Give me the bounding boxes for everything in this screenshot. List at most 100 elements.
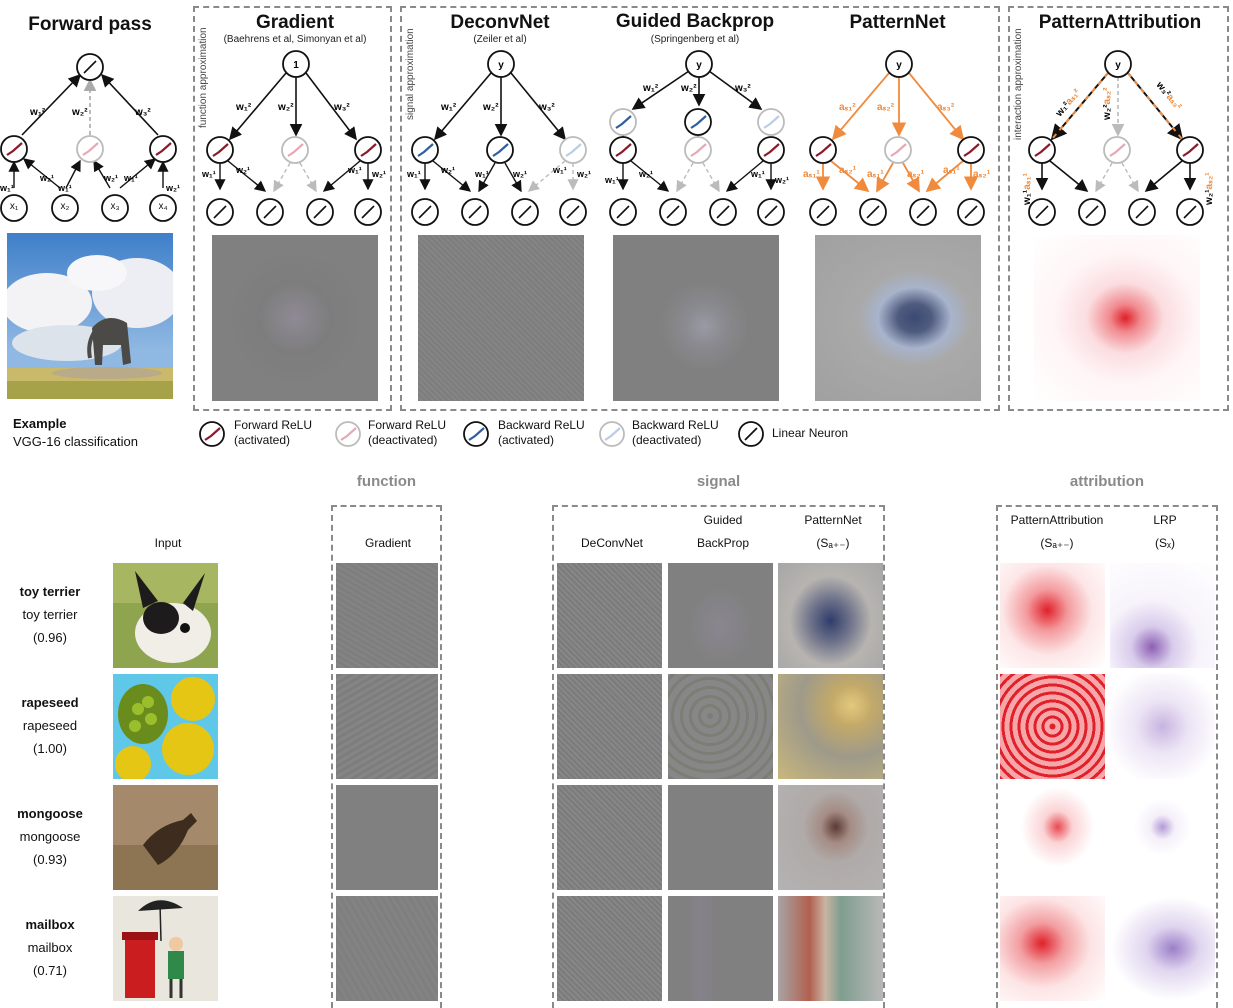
- example-elephant-image: [7, 233, 173, 399]
- deconvnet-map-toy-terrier: [557, 563, 662, 668]
- deconvnet-map-rapeseed: [557, 674, 662, 779]
- patternnet-map-rapeseed: [778, 674, 883, 779]
- lrp-map-mongoose: [1110, 785, 1215, 890]
- deconvnet-map-mongoose: [557, 785, 662, 890]
- gradient-map-toy-terrier: [336, 563, 438, 668]
- row-label-toy-terrier: toy terrier toy terrier (0.96): [19, 584, 81, 645]
- patternnet-heatmap: [815, 235, 981, 401]
- deconvnet-title: DeconvNet: [450, 12, 550, 33]
- row-label-mailbox: mailbox mailbox (0.71): [25, 917, 75, 978]
- input-image-mailbox: [113, 896, 218, 1001]
- guided-map-toy-terrier: [668, 563, 773, 668]
- input-node-label: x₃: [110, 201, 120, 212]
- svg-text:w₂²: w₂²: [680, 83, 697, 94]
- svg-text:w₂¹: w₂¹: [774, 175, 789, 185]
- gradient-network: 1 w₁² w₂² w₃² w₁¹ w₂¹ w₁¹ w₂¹: [201, 50, 386, 226]
- svg-text:w₂¹: w₂¹: [371, 169, 386, 179]
- svg-text:w₁¹aₛ₁¹: w₁¹aₛ₁¹: [1022, 172, 1033, 206]
- svg-text:aₛ₂¹: aₛ₂¹: [907, 169, 925, 180]
- column-patternattribution-subscript: (Sₐ₊₋): [1040, 536, 1074, 550]
- input-image-mongoose: [113, 785, 218, 890]
- legend-forward-active: Forward ReLU (activated): [234, 418, 313, 447]
- patternattribution-title: PatternAttribution: [1038, 12, 1202, 33]
- svg-text:w₂¹: w₂¹: [576, 169, 591, 179]
- gradient-heatmap: [212, 235, 378, 401]
- svg-text:w₁²: w₁²: [440, 102, 457, 113]
- guided-backprop-heatmap: [613, 235, 779, 401]
- row-label-rapeseed: rapeseed rapeseed (1.00): [21, 695, 79, 756]
- legend-backward-active: Backward ReLU (activated): [498, 418, 585, 447]
- svg-text:w₁¹: w₁¹: [0, 183, 14, 193]
- svg-text:aₛ₂¹: aₛ₂¹: [839, 165, 857, 176]
- svg-text:aₛ₁¹: aₛ₁¹: [867, 169, 884, 180]
- function-group-box: [331, 505, 442, 1008]
- patternattribution-map-toy-terrier: [1000, 563, 1105, 668]
- svg-text:w₁¹: w₁¹: [123, 173, 138, 183]
- svg-text:aₛ₂²: aₛ₂²: [877, 102, 895, 113]
- column-patternnet-header: PatternNet: [804, 513, 862, 527]
- svg-text:w₁²: w₁²: [235, 102, 252, 113]
- svg-text:aₛ₂¹: aₛ₂¹: [973, 169, 991, 180]
- signal-group-box: [552, 505, 885, 1008]
- guided-map-mongoose: [668, 785, 773, 890]
- column-lrp-subscript: (Sₓ): [1155, 536, 1175, 550]
- svg-text:w₁¹: w₁¹: [347, 165, 362, 175]
- svg-text:w₃²: w₃²: [134, 107, 151, 118]
- relu-backward-inactive-icon: [599, 421, 625, 447]
- svg-text:1: 1: [293, 60, 299, 71]
- column-patternnet-subscript: (Sₐ₊₋): [816, 536, 850, 550]
- svg-text:w₂¹: w₂¹: [39, 173, 54, 183]
- column-guided-header: Guided: [703, 513, 743, 527]
- svg-text:w₁¹: w₁¹: [604, 175, 619, 185]
- column-deconvnet-header: DeConvNet: [580, 536, 644, 550]
- svg-text:y: y: [1115, 60, 1121, 71]
- svg-text:w₃²: w₃²: [333, 102, 350, 113]
- svg-text:w₂¹: w₂¹: [512, 169, 527, 179]
- column-gradient-header: Gradient: [364, 536, 412, 550]
- svg-text:w₂¹: w₂¹: [103, 173, 118, 183]
- relu-backward-active-icon: [463, 421, 489, 447]
- input-node-label: x₂: [60, 201, 70, 212]
- gradient-box: [193, 6, 392, 411]
- svg-text:y: y: [696, 60, 702, 71]
- lrp-map-toy-terrier: [1110, 563, 1215, 668]
- column-lrp-header: LRP: [1153, 513, 1177, 527]
- svg-text:w₂¹: w₂¹: [165, 183, 180, 193]
- input-node-label: x₁: [9, 201, 19, 212]
- deconvnet-heatmap: [418, 235, 584, 401]
- deconvnet-network: y w₁² w₂² w₃² w₁¹ w₂¹ w₁¹ w₂¹ w₁¹ w₂¹: [406, 50, 591, 226]
- gradient-map-mailbox: [336, 896, 438, 1001]
- svg-text:aₛ₃²: aₛ₃²: [937, 102, 955, 113]
- example-title: Example: [13, 416, 67, 431]
- guided-backprop-network: y w₁² w₂² w₃² w₁¹ w₂¹ w₁¹ w₂¹: [604, 50, 789, 226]
- svg-text:w₂²aₛ₂²: w₂²aₛ₂²: [1102, 87, 1113, 121]
- patternnet-map-mailbox: [778, 896, 883, 1001]
- svg-text:aₛ₁²: aₛ₁²: [839, 102, 856, 113]
- patternnet-map-toy-terrier: [778, 563, 883, 668]
- svg-text:w₁²aₛ₁²: w₁²aₛ₁²: [1053, 87, 1083, 120]
- svg-text:w₂²: w₂²: [482, 102, 499, 113]
- patternattribution-box: [1008, 6, 1229, 411]
- example-subtitle: VGG-16 classification: [13, 434, 138, 449]
- svg-text:w₁¹: w₁¹: [474, 169, 489, 179]
- svg-text:w₂²: w₂²: [71, 107, 88, 118]
- svg-text:w₁¹: w₁¹: [57, 183, 72, 193]
- patternattribution-heatmap: [1034, 235, 1200, 401]
- column-backprop-header: BackProp: [696, 536, 750, 550]
- patternnet-title: PatternNet: [849, 12, 946, 33]
- guided-backprop-title: Guided Backprop: [615, 11, 775, 32]
- svg-text:y: y: [896, 60, 902, 71]
- input-image-toy-terrier: [113, 563, 218, 668]
- group-function-title: function: [356, 473, 417, 490]
- patternattribution-map-rapeseed: [1000, 674, 1105, 779]
- guided-backprop-citation: (Springenberg et al): [650, 34, 740, 45]
- relu-forward-inactive-icon: [335, 421, 361, 447]
- guided-map-mailbox: [668, 896, 773, 1001]
- lrp-map-mailbox: [1110, 896, 1215, 1001]
- svg-text:w₁¹: w₁¹: [201, 169, 216, 179]
- svg-text:w₂¹: w₂¹: [235, 165, 250, 175]
- legend-backward-inactive: Backward ReLU (deactivated): [632, 418, 719, 447]
- lrp-map-rapeseed: [1110, 674, 1215, 779]
- gradient-map-mongoose: [336, 785, 438, 890]
- column-input-header: Input: [154, 536, 182, 550]
